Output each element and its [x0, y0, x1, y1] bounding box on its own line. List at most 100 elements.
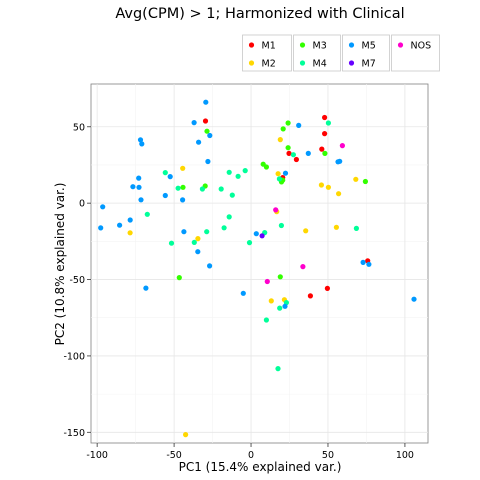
data-point: [253, 231, 259, 237]
y-tick-label: -50: [69, 275, 85, 286]
data-point: [273, 207, 279, 213]
data-point: [366, 261, 372, 267]
data-point: [205, 158, 211, 165]
data-point: [100, 204, 106, 210]
legend: M1 M2 M3 M4 M5 M7 NOS: [242, 34, 440, 72]
legend-label-nos: NOS: [411, 41, 432, 52]
legend-key-m7: [348, 60, 355, 66]
legend-label-m1: M1: [262, 41, 276, 52]
data-point: [136, 184, 142, 190]
data-point: [195, 249, 201, 255]
legend-label-m7: M7: [362, 59, 376, 70]
data-point: [176, 275, 182, 281]
data-point: [167, 174, 173, 180]
data-point: [242, 168, 248, 174]
data-point: [325, 120, 331, 126]
data-point: [144, 211, 150, 217]
data-point: [286, 150, 292, 156]
data-point: [136, 175, 142, 181]
data-point: [263, 317, 269, 323]
data-point: [411, 296, 417, 302]
data-point: [143, 285, 149, 291]
data-point: [235, 173, 241, 179]
data-point: [207, 263, 213, 269]
data-point: [333, 224, 339, 230]
data-point: [183, 432, 189, 438]
data-point: [246, 240, 253, 246]
series-m5: [98, 99, 417, 309]
data-point: [282, 170, 289, 176]
legend-key-m4: [299, 60, 306, 66]
legend-key-m5: [348, 42, 355, 48]
data-point: [285, 120, 291, 126]
data-point: [204, 128, 210, 134]
data-point: [226, 214, 232, 220]
data-point: [240, 290, 246, 296]
data-point: [196, 139, 202, 145]
data-point: [180, 197, 186, 203]
data-point: [322, 150, 328, 156]
series-m2: [127, 137, 359, 438]
data-point: [221, 225, 227, 231]
series-m4: [144, 120, 359, 372]
data-point: [180, 165, 186, 171]
data-point: [264, 278, 270, 285]
data-point: [353, 176, 359, 182]
data-point: [162, 192, 168, 199]
x-tick-label: -50: [166, 450, 182, 461]
data-point: [296, 122, 302, 128]
plot-panel: [90, 83, 429, 444]
data-point: [203, 99, 209, 105]
data-point: [195, 236, 201, 242]
data-point: [318, 182, 324, 188]
y-tick-label: -100: [63, 351, 85, 362]
legend-label-m5: M5: [362, 41, 376, 52]
y-tick-label: 0: [79, 199, 85, 210]
data-point: [278, 222, 284, 229]
data-point: [285, 145, 291, 151]
data-point: [276, 176, 282, 182]
data-point: [202, 118, 209, 124]
data-point: [117, 222, 123, 228]
data-point: [305, 150, 311, 156]
data-point: [268, 298, 274, 304]
grid-lines: [91, 84, 428, 443]
data-point: [191, 239, 197, 245]
legend-column: [391, 34, 440, 72]
legend-label-m4: M4: [313, 59, 327, 70]
data-point: [127, 230, 133, 236]
data-point: [137, 137, 144, 143]
data-point: [282, 303, 288, 309]
data-point: [337, 158, 343, 164]
data-point: [168, 240, 175, 246]
data-point: [360, 259, 366, 265]
chart-title: Avg(CPM) > 1; Harmonized with Clinical: [115, 6, 404, 22]
data-point: [319, 146, 325, 152]
data-point: [127, 217, 133, 223]
data-point: [130, 184, 136, 190]
data-point: [336, 191, 342, 197]
data-point: [218, 186, 224, 192]
x-tick-label: 0: [248, 450, 254, 461]
series-m7: [259, 233, 265, 239]
data-point: [339, 143, 345, 149]
legend-key-m2: [248, 60, 255, 66]
data-point: [362, 178, 368, 185]
data-point: [275, 171, 281, 177]
x-tick-label: -100: [86, 450, 108, 461]
legend-label-m2: M2: [262, 59, 276, 70]
data-point: [181, 229, 187, 235]
data-point: [175, 185, 181, 191]
y-tick-label: -150: [63, 428, 85, 439]
data-point: [263, 164, 269, 170]
data-point: [226, 169, 232, 175]
data-point: [139, 141, 145, 147]
data-point: [199, 186, 205, 192]
data-points: [98, 99, 417, 438]
y-axis-title: PC2 (10.8% explained var.): [53, 183, 67, 346]
data-point: [204, 229, 210, 235]
data-point: [259, 233, 265, 239]
legend-key-m1: [248, 42, 255, 48]
